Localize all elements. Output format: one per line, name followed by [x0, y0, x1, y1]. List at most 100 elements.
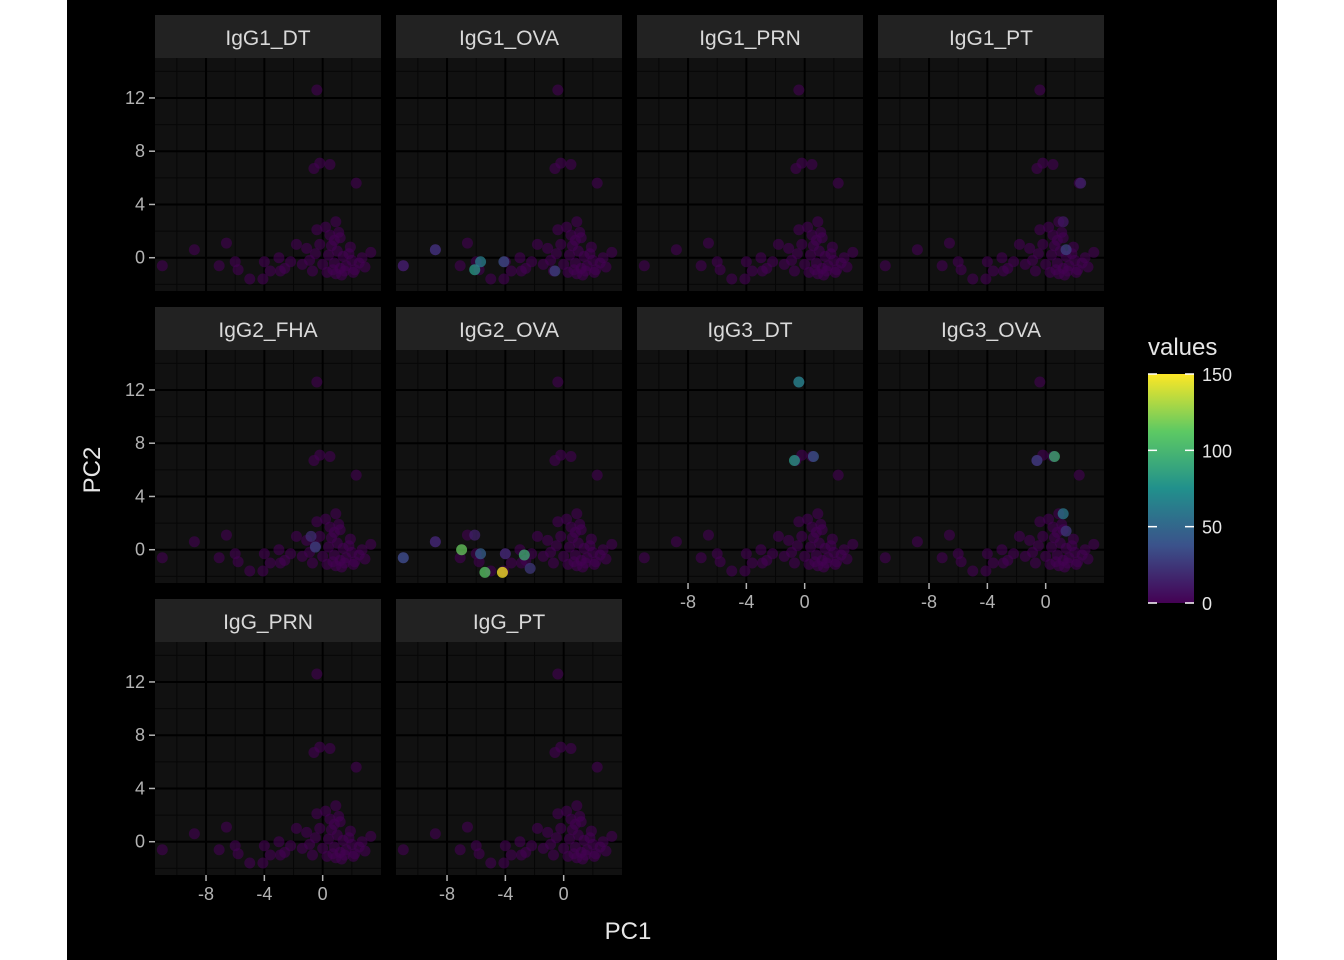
facet-strip — [396, 15, 622, 58]
data-point — [1082, 553, 1094, 565]
y-tick-label: 4 — [135, 194, 145, 214]
data-point — [274, 265, 286, 277]
data-point — [537, 258, 549, 270]
data-point — [397, 844, 409, 856]
data-point — [996, 252, 1008, 264]
data-point-highlight — [475, 256, 487, 268]
data-point — [1047, 521, 1059, 533]
facet-panel: IgG2_OVA — [396, 307, 622, 583]
data-point — [323, 249, 335, 261]
data-point — [600, 553, 612, 565]
legend-title: values — [1148, 334, 1217, 361]
data-point — [505, 265, 517, 277]
data-point — [323, 541, 335, 553]
data-point — [537, 842, 549, 854]
x-tick-label: -8 — [439, 884, 455, 904]
data-point — [600, 261, 612, 273]
data-point-highlight — [807, 451, 819, 463]
data-point — [1059, 269, 1071, 281]
data-point — [1046, 249, 1058, 261]
data-point — [264, 265, 276, 277]
data-point — [577, 853, 589, 865]
data-point — [359, 261, 371, 273]
data-point — [1034, 224, 1046, 236]
data-point-highlight — [793, 376, 805, 388]
data-point — [324, 229, 336, 241]
data-point — [793, 516, 805, 528]
data-point — [746, 265, 758, 277]
data-point — [1073, 469, 1085, 481]
data-point — [600, 845, 612, 857]
x-tick-label: -8 — [921, 592, 937, 612]
data-point — [756, 265, 768, 277]
data-point — [555, 822, 567, 834]
data-point — [987, 265, 999, 277]
data-point — [309, 248, 321, 260]
data-point — [1034, 84, 1046, 96]
data-point — [806, 521, 818, 533]
data-point — [565, 229, 577, 241]
data-point — [311, 84, 323, 96]
data-point — [841, 261, 853, 273]
data-point — [514, 252, 526, 264]
data-point — [324, 159, 336, 171]
x-tick-label: 0 — [800, 592, 810, 612]
data-point — [796, 238, 808, 250]
x-tick-label: 0 — [559, 884, 569, 904]
y-tick-label: 4 — [135, 778, 145, 798]
data-point — [588, 558, 600, 570]
legend-break-label: 0 — [1202, 594, 1212, 614]
facet-strip — [878, 307, 1104, 350]
facet-label: IgG_PRN — [223, 611, 313, 634]
data-point — [574, 226, 586, 238]
y-tick-label: 12 — [125, 380, 145, 400]
data-point — [815, 226, 827, 238]
legend-break-label: 100 — [1202, 441, 1232, 461]
data-point — [290, 238, 302, 250]
data-point — [515, 849, 527, 861]
data-point-highlight — [456, 544, 468, 556]
data-point — [702, 529, 714, 541]
data-point — [967, 565, 979, 577]
data-point-highlight — [479, 566, 491, 578]
data-point — [879, 260, 891, 272]
data-point — [485, 857, 497, 869]
data-point — [454, 844, 466, 856]
data-point — [485, 273, 497, 285]
data-point — [585, 241, 597, 253]
data-point — [574, 518, 586, 530]
data-point — [574, 810, 586, 822]
data-point — [670, 536, 682, 548]
data-point — [695, 260, 707, 272]
data-point — [156, 844, 168, 856]
x-tick-label: -4 — [738, 592, 754, 612]
facet-strip — [155, 15, 381, 58]
data-point — [1056, 226, 1068, 238]
data-point — [638, 552, 650, 564]
data-point — [565, 159, 577, 171]
data-point-highlight — [1075, 177, 1087, 189]
data-point — [1032, 248, 1044, 260]
data-point-highlight — [524, 562, 536, 574]
data-point — [1037, 157, 1049, 169]
data-point — [356, 836, 368, 848]
data-point — [1034, 376, 1046, 388]
data-point — [791, 540, 803, 552]
data-point-highlight — [397, 260, 409, 272]
data-point — [1079, 252, 1091, 264]
data-point — [832, 469, 844, 481]
data-point — [515, 265, 527, 277]
data-point — [365, 538, 377, 550]
data-point — [542, 826, 554, 838]
data-point — [740, 548, 752, 560]
data-point — [1019, 550, 1031, 562]
data-point — [314, 822, 326, 834]
data-point — [547, 849, 559, 861]
data-point — [588, 850, 600, 862]
data-point — [1047, 159, 1059, 171]
data-point — [296, 842, 308, 854]
data-point — [571, 800, 583, 812]
x-tick-label: -4 — [979, 592, 995, 612]
data-point — [296, 258, 308, 270]
data-point — [564, 249, 576, 261]
